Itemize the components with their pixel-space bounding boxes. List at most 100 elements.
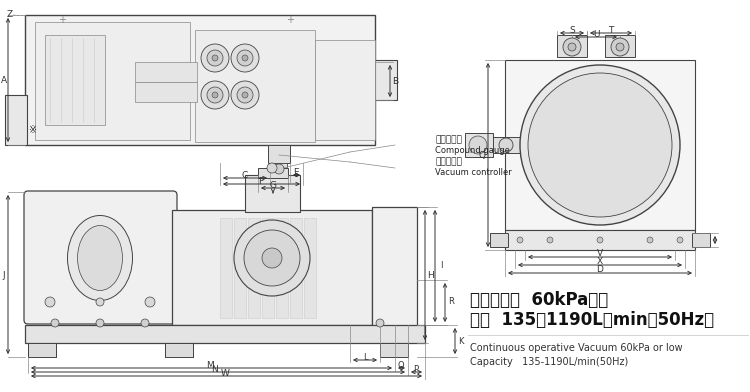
Bar	[505, 230, 695, 250]
Circle shape	[96, 298, 104, 306]
Bar	[258, 168, 288, 178]
Bar	[304, 218, 316, 318]
Bar	[35, 22, 190, 140]
Circle shape	[45, 297, 55, 307]
Circle shape	[237, 87, 253, 103]
Circle shape	[237, 50, 253, 66]
Bar	[380, 343, 408, 357]
Circle shape	[262, 248, 282, 268]
Bar	[465, 133, 493, 157]
Circle shape	[207, 87, 223, 103]
Circle shape	[616, 43, 624, 51]
Circle shape	[274, 164, 284, 174]
Bar	[45, 35, 105, 125]
Text: Z: Z	[7, 9, 13, 18]
Bar	[234, 218, 246, 318]
Bar	[28, 343, 56, 357]
Text: P: P	[413, 365, 419, 374]
Circle shape	[469, 136, 487, 154]
Text: 流量  135－1190L／min（50Hz）: 流量 135－1190L／min（50Hz）	[470, 311, 714, 329]
Circle shape	[207, 50, 223, 66]
Text: Q: Q	[478, 151, 485, 160]
Text: J: J	[3, 270, 5, 279]
Ellipse shape	[77, 225, 122, 290]
Text: W: W	[220, 368, 230, 377]
Text: C: C	[242, 171, 248, 180]
Text: U: U	[592, 29, 599, 38]
Bar	[315, 40, 375, 140]
Text: 真空压力表: 真空压力表	[435, 136, 462, 145]
Bar	[165, 343, 193, 357]
Bar	[135, 62, 197, 82]
Circle shape	[677, 237, 683, 243]
Circle shape	[212, 55, 218, 61]
Circle shape	[520, 65, 680, 225]
Ellipse shape	[68, 216, 133, 301]
Text: D: D	[596, 265, 604, 274]
Text: 常见真空度  60kPa以下: 常见真空度 60kPa以下	[470, 291, 608, 309]
Circle shape	[242, 92, 248, 98]
Text: F: F	[259, 176, 263, 185]
Text: R: R	[448, 298, 454, 307]
Circle shape	[528, 73, 672, 217]
Circle shape	[201, 81, 229, 109]
Text: O: O	[398, 361, 404, 370]
Circle shape	[611, 38, 629, 56]
Bar	[276, 218, 288, 318]
Text: Compound gauge: Compound gauge	[435, 145, 510, 154]
Text: L: L	[363, 352, 368, 361]
Circle shape	[231, 44, 259, 72]
Text: G: G	[269, 180, 277, 189]
Text: H: H	[427, 270, 434, 279]
Text: Continuous operative Vacuum 60kPa or low: Continuous operative Vacuum 60kPa or low	[470, 343, 682, 353]
Circle shape	[201, 44, 229, 72]
Circle shape	[96, 319, 104, 327]
Bar	[248, 218, 260, 318]
Circle shape	[231, 81, 259, 109]
Bar	[605, 35, 635, 57]
FancyBboxPatch shape	[24, 191, 177, 324]
Bar	[195, 30, 315, 142]
Circle shape	[517, 237, 523, 243]
Text: A: A	[1, 76, 7, 85]
Bar	[172, 210, 372, 325]
Text: K: K	[458, 336, 464, 345]
Text: Capacity   135-1190L/min(50Hz): Capacity 135-1190L/min(50Hz)	[470, 357, 628, 367]
Bar	[290, 218, 302, 318]
Circle shape	[242, 55, 248, 61]
Text: E: E	[293, 167, 298, 176]
Circle shape	[267, 163, 277, 173]
Circle shape	[499, 138, 513, 152]
Bar	[5, 95, 27, 145]
Bar	[372, 207, 417, 327]
Text: +: +	[58, 15, 66, 25]
Circle shape	[647, 237, 653, 243]
Bar	[135, 82, 197, 102]
Circle shape	[568, 43, 576, 51]
Bar	[490, 233, 508, 247]
Text: T: T	[608, 25, 613, 34]
Circle shape	[145, 297, 155, 307]
Bar	[505, 60, 695, 230]
Bar	[490, 137, 522, 153]
Circle shape	[244, 230, 300, 286]
Circle shape	[51, 319, 59, 327]
Text: ※: ※	[28, 125, 36, 135]
Text: N: N	[211, 365, 218, 374]
Bar	[25, 15, 375, 145]
Circle shape	[141, 319, 149, 327]
Circle shape	[234, 220, 310, 296]
Bar	[375, 60, 397, 100]
Circle shape	[597, 237, 603, 243]
Bar	[692, 233, 710, 247]
Circle shape	[563, 38, 581, 56]
Circle shape	[212, 92, 218, 98]
Bar	[262, 218, 274, 318]
Text: +: +	[286, 15, 294, 25]
Text: M: M	[206, 361, 214, 370]
Text: Vacuum controller: Vacuum controller	[435, 167, 512, 176]
Circle shape	[376, 319, 384, 327]
Bar	[272, 163, 287, 175]
Bar	[25, 325, 425, 343]
Bar	[557, 35, 587, 57]
